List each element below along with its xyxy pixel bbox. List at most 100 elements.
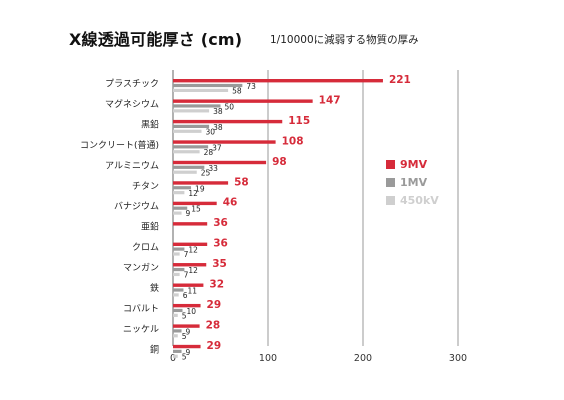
bar-9mv xyxy=(173,119,283,124)
data-label-1mv: 10 xyxy=(187,307,197,316)
bar-1mv xyxy=(173,186,192,190)
bar-9mv xyxy=(173,283,204,287)
data-label-450kv: 30 xyxy=(206,127,216,136)
data-label-450kv: 28 xyxy=(204,148,214,157)
data-label-9mv: 98 xyxy=(272,156,287,168)
data-label-1mv: 38 xyxy=(213,123,223,132)
data-label-450kv: 58 xyxy=(232,87,242,96)
bar-9mv xyxy=(173,263,207,267)
data-label-1mv: 37 xyxy=(212,143,222,152)
category-label: 銅 xyxy=(150,343,159,355)
bar-1mv xyxy=(173,145,209,149)
bar-450kv xyxy=(173,354,178,358)
data-label-450kv: 7 xyxy=(184,250,189,259)
category-label: チタン xyxy=(132,181,159,192)
bar-450kv xyxy=(173,313,178,317)
data-label-1mv: 19 xyxy=(195,184,205,193)
category-label: プラスチック xyxy=(105,79,159,90)
data-label-9mv: 46 xyxy=(223,197,238,209)
bar-1mv xyxy=(173,206,188,210)
bar-9mv xyxy=(173,140,276,144)
bar-1mv xyxy=(173,349,182,353)
data-label-9mv: 29 xyxy=(207,340,222,352)
bar-450kv xyxy=(173,252,180,256)
bar-450kv xyxy=(173,211,182,215)
bar-1mv xyxy=(173,165,205,169)
bar-450kv xyxy=(173,334,178,338)
data-label-1mv: 9 xyxy=(186,327,191,336)
legend-label-450kv: 450kV xyxy=(400,194,439,207)
bar-450kv xyxy=(173,170,197,174)
data-label-9mv: 36 xyxy=(213,217,228,229)
data-label-1mv: 11 xyxy=(187,287,197,296)
bar-1mv xyxy=(173,124,210,128)
data-label-450kv: 5 xyxy=(182,352,187,361)
data-label-9mv: 35 xyxy=(212,258,227,270)
bar-9mv xyxy=(173,160,267,165)
data-label-9mv: 32 xyxy=(209,279,224,291)
bar-1mv xyxy=(173,104,221,108)
legend-label-1mv: 1MV xyxy=(400,176,428,189)
data-label-450kv: 12 xyxy=(188,189,198,198)
bar-9mv xyxy=(173,181,229,185)
category-label: 亜鉛 xyxy=(141,221,159,233)
x-tick-label: 200 xyxy=(354,353,372,364)
data-label-1mv: 50 xyxy=(225,102,235,111)
data-label-9mv: 147 xyxy=(319,94,341,106)
x-tick-label: 100 xyxy=(259,353,277,364)
legend-swatch-1mv xyxy=(386,178,395,187)
data-label-9mv: 108 xyxy=(282,135,304,147)
chart-title: X線透過可能厚さ (cm) xyxy=(69,30,243,49)
data-label-450kv: 38 xyxy=(213,107,223,116)
bar-9mv xyxy=(173,242,208,246)
data-label-1mv: 12 xyxy=(188,266,198,275)
legend-label-9mv: 9MV xyxy=(400,158,428,171)
data-label-450kv: 6 xyxy=(183,291,188,300)
data-label-9mv: 58 xyxy=(234,176,249,188)
data-label-450kv: 9 xyxy=(186,209,191,218)
category-label: マンガン xyxy=(123,263,159,274)
bar-9mv xyxy=(173,79,383,83)
data-label-450kv: 25 xyxy=(201,168,211,177)
data-label-9mv: 29 xyxy=(207,299,222,311)
bar-9mv xyxy=(173,303,201,308)
bar-9mv xyxy=(173,344,201,349)
category-label: 黒鉛 xyxy=(141,118,159,130)
data-label-9mv: 115 xyxy=(288,115,310,127)
x-tick-label: 300 xyxy=(449,353,467,364)
legend-swatch-9mv xyxy=(386,160,395,169)
bar-9mv xyxy=(173,324,200,328)
legend-swatch-450kv xyxy=(386,196,395,205)
bar-1mv xyxy=(173,308,183,313)
data-label-9mv: 221 xyxy=(389,74,411,86)
data-label-450kv: 5 xyxy=(182,332,187,341)
x-tick-label: 0 xyxy=(170,353,176,364)
chart-subtitle: 1/10000に減弱する物質の厚み xyxy=(270,34,419,46)
data-label-9mv: 36 xyxy=(213,238,228,250)
category-label: マグネシウム xyxy=(105,98,159,110)
category-label: ニッケル xyxy=(123,324,159,335)
data-label-1mv: 15 xyxy=(191,205,201,214)
bar-450kv xyxy=(173,88,229,92)
bar-1mv xyxy=(173,329,182,333)
bar-1mv xyxy=(173,247,185,251)
data-label-450kv: 5 xyxy=(182,311,187,320)
category-label: 鉄 xyxy=(150,282,159,294)
category-label: コバルト xyxy=(123,303,159,314)
data-label-1mv: 9 xyxy=(186,348,191,357)
data-label-1mv: 12 xyxy=(188,246,198,255)
bar-9mv xyxy=(173,222,208,226)
data-label-1mv: 73 xyxy=(246,82,256,91)
bar-9mv xyxy=(173,201,217,206)
bar-450kv xyxy=(173,293,179,297)
data-label-9mv: 28 xyxy=(206,319,221,331)
bar-1mv xyxy=(173,288,184,292)
data-label-1mv: 33 xyxy=(208,164,218,173)
bar-450kv xyxy=(173,150,200,154)
bar-9mv xyxy=(173,99,313,103)
bar-1mv xyxy=(173,83,243,88)
bar-1mv xyxy=(173,267,185,272)
bar-450kv xyxy=(173,109,210,113)
category-label: クロム xyxy=(132,242,159,253)
